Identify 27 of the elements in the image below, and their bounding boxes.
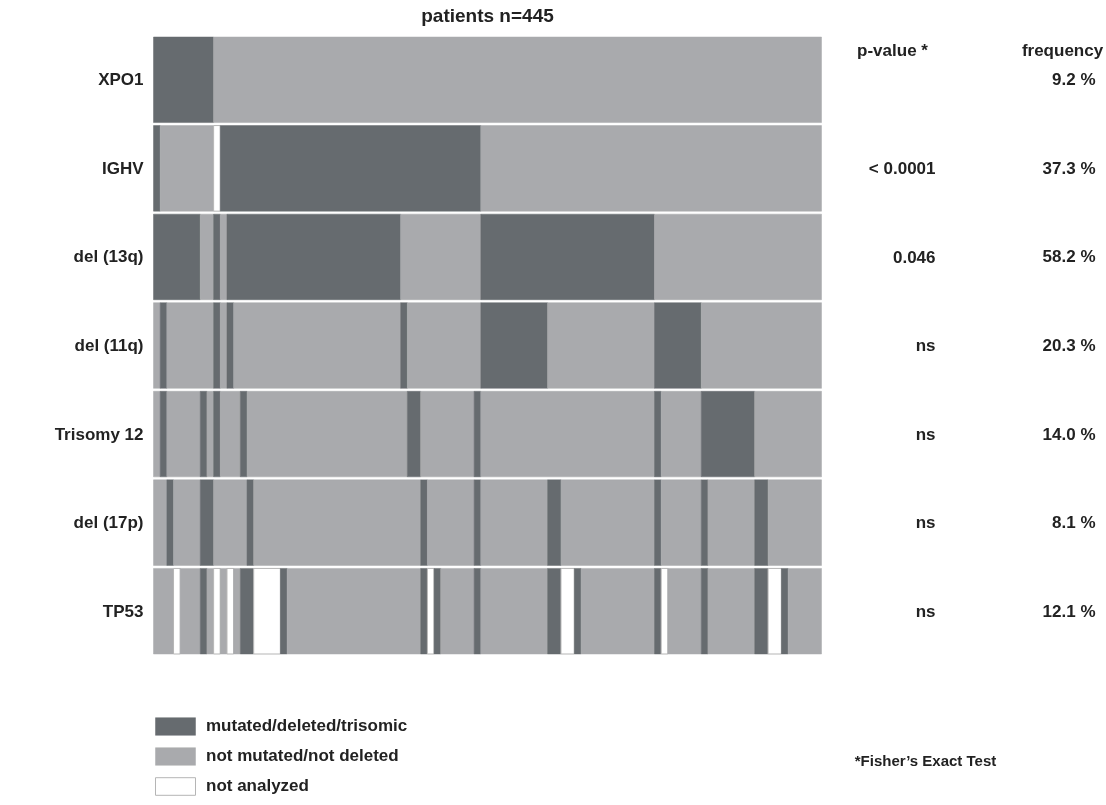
text: 12.1 % (1042, 601, 1096, 621)
text: 14.0 % (1042, 424, 1096, 444)
text: p-value * (857, 41, 929, 60)
text: frequency (1021, 41, 1104, 60)
y-tick-label: del (13q) (73, 247, 144, 267)
y-tick-label: del (11q) (74, 336, 144, 355)
text: *Fisher’s Exact Test (854, 752, 997, 769)
text: ns (915, 513, 936, 533)
y-tick-label: IGHV (101, 158, 145, 178)
text: 58.2 % (1042, 247, 1096, 267)
text: 37.3 % (1042, 158, 1096, 178)
text: < 0.0001 (868, 158, 936, 178)
text: ns (915, 424, 936, 444)
y-tick-label: del (17p) (73, 513, 144, 533)
chart-title: patients n=445 (421, 5, 555, 26)
text: ns (915, 601, 936, 621)
legend-label: not analyzed (206, 776, 309, 796)
text: 9.2 % (1052, 70, 1096, 90)
y-tick-label: XPO1 (98, 70, 144, 90)
text: 20.3 % (1042, 336, 1096, 355)
text: ns (915, 336, 936, 355)
text: 8.1 % (1052, 513, 1096, 533)
y-tick-label: Trisomy 12 (54, 424, 144, 444)
text: 0.046 (892, 247, 936, 267)
legend-label: not mutated/not deleted (206, 746, 399, 766)
y-tick-label: TP53 (102, 601, 144, 621)
legend-label: mutated/deleted/trisomic (206, 716, 408, 736)
